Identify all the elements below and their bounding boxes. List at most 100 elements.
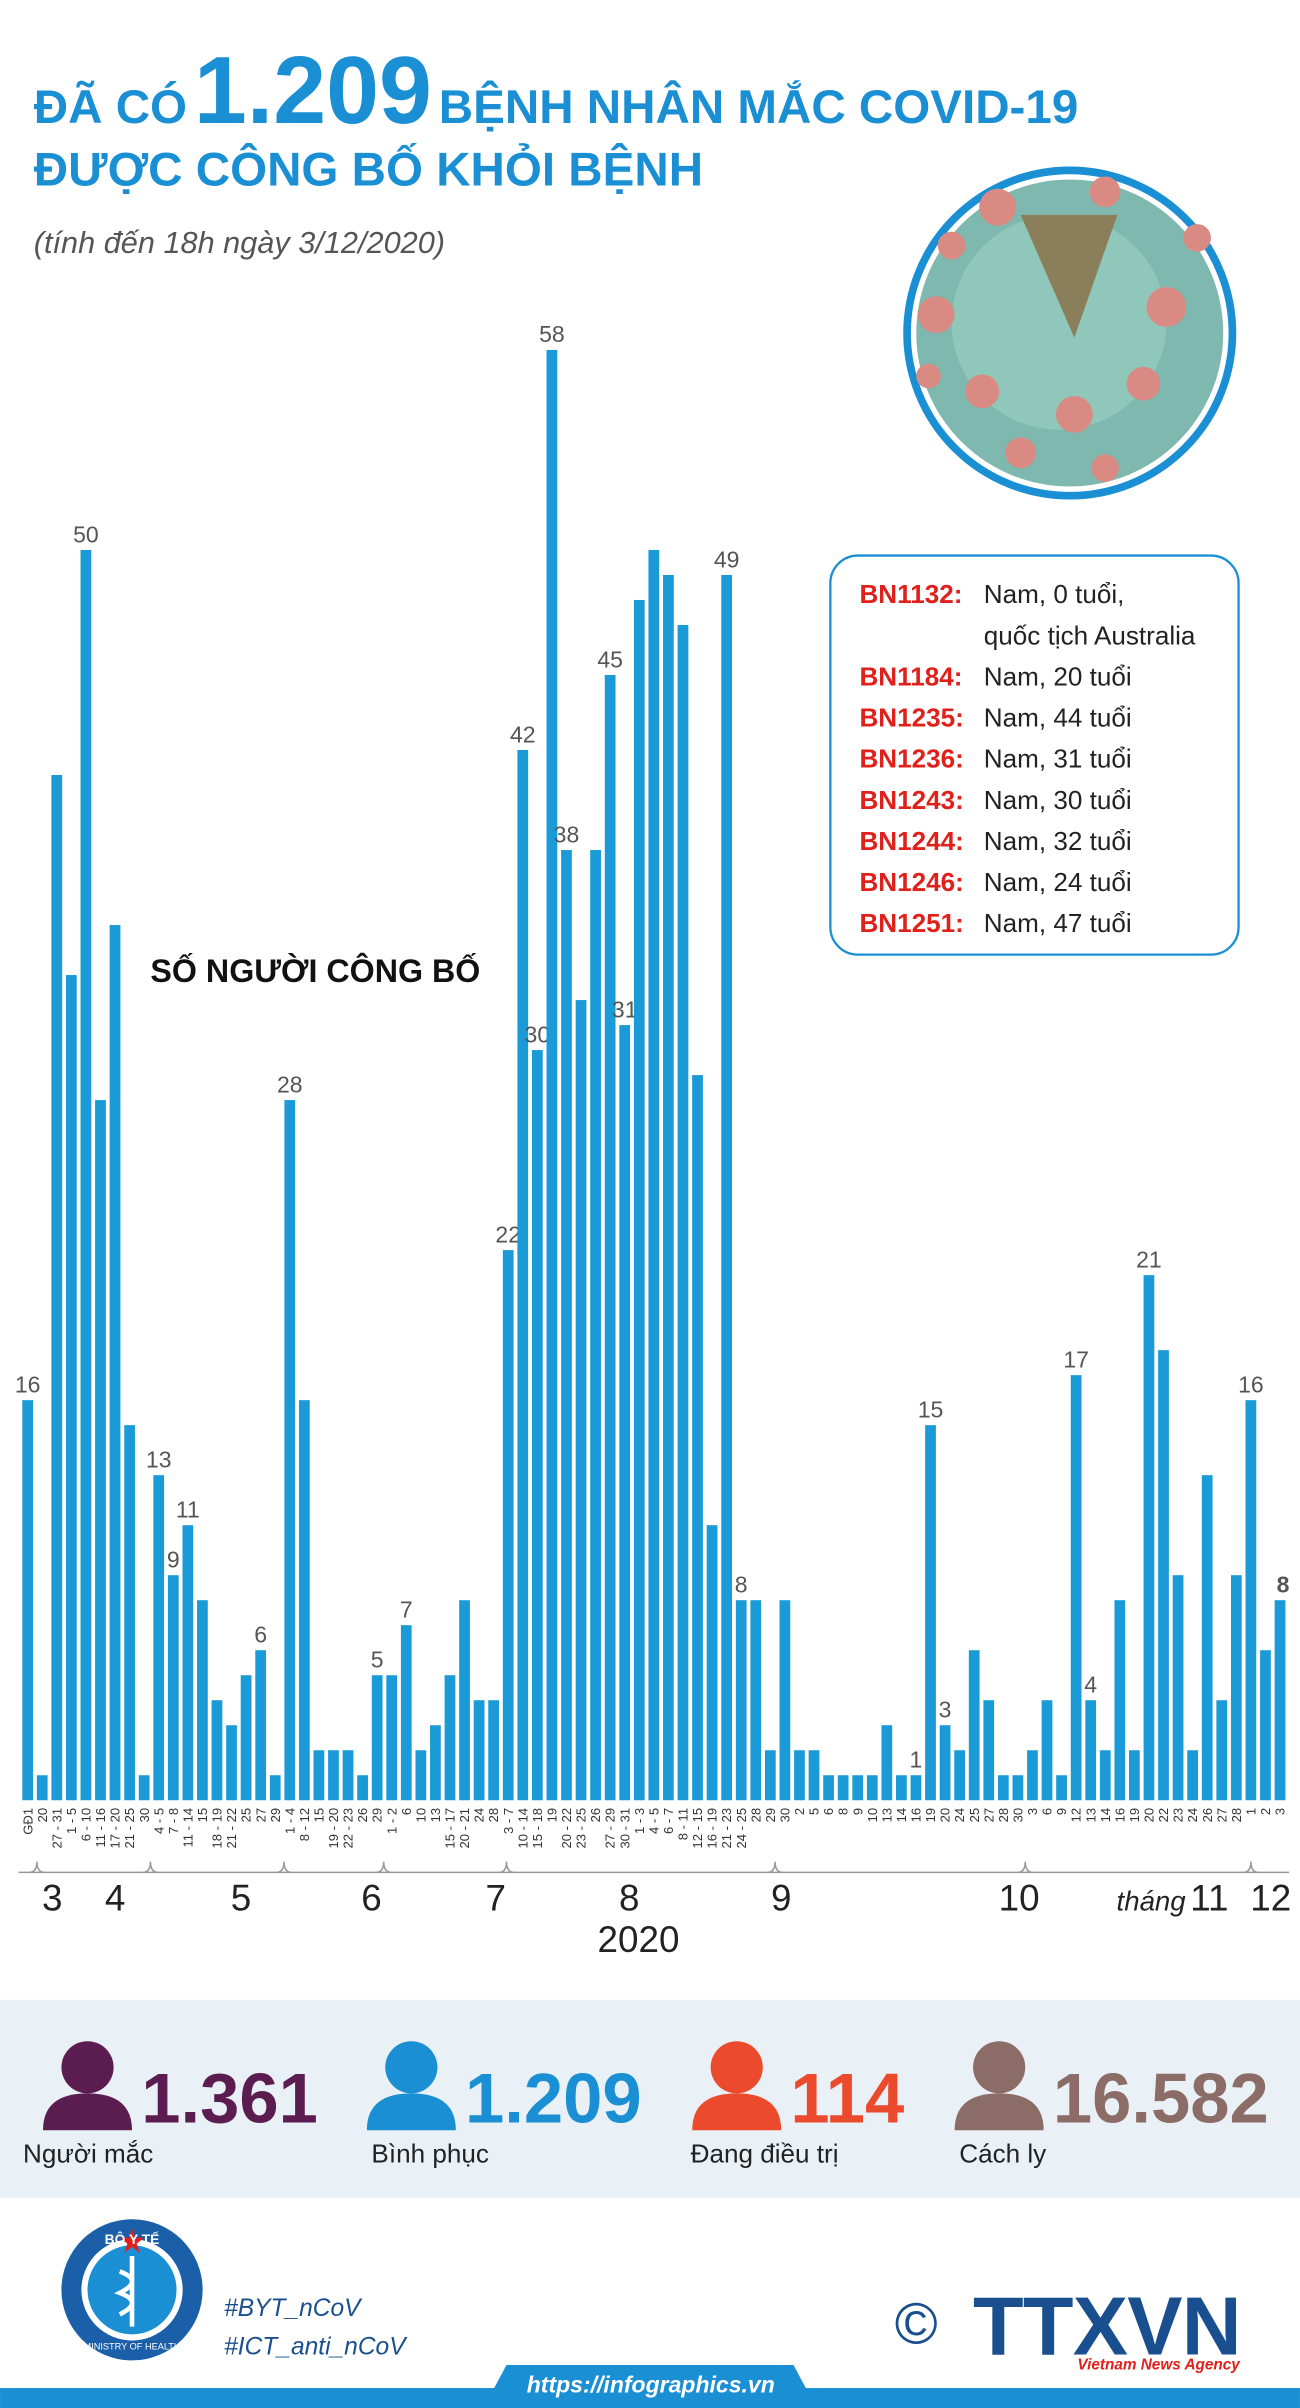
x-tick-label: 19 xyxy=(1127,1808,1142,1823)
x-tick-label: 19 xyxy=(545,1808,560,1823)
title-suffix: BỆNH NHÂN MẮC COVID-19 xyxy=(439,79,1079,134)
bar xyxy=(1085,1700,1097,1801)
x-tick-label: 1 - 4 xyxy=(282,1808,297,1834)
person-icon-body xyxy=(692,2093,782,2131)
title: ĐÃ CÓ 1.209 BỆNH NHÂN MẮC COVID-19 xyxy=(34,38,1079,144)
bar xyxy=(51,775,63,1801)
stat-value: 1.361 xyxy=(141,2059,318,2138)
bar xyxy=(546,349,558,1801)
data-label: 7 xyxy=(400,1597,413,1623)
bar xyxy=(182,1525,194,1801)
x-tick-label: 6 - 7 xyxy=(661,1808,676,1834)
bar xyxy=(430,1725,441,1801)
x-tick-label: 14 xyxy=(1098,1808,1113,1823)
x-tick-label: 16 xyxy=(909,1808,924,1823)
stat-label: Người mắc xyxy=(23,2138,153,2168)
x-tick-label: 20 - 22 xyxy=(559,1808,574,1849)
bar xyxy=(80,549,92,1801)
stat-value: 1.209 xyxy=(465,2059,642,2138)
person-icon-body xyxy=(366,2093,456,2131)
bar xyxy=(269,1775,281,1801)
bar xyxy=(968,1650,980,1801)
url: https://infographics.vn xyxy=(527,2372,775,2398)
bar xyxy=(1201,1475,1213,1801)
person-icon-head xyxy=(385,2041,438,2094)
patient-id: BN1235: xyxy=(859,703,963,733)
chart-title: SỐ NGƯỜI CÔNG BỐ xyxy=(150,953,480,989)
x-tick-label: 19 - 20 xyxy=(326,1808,341,1849)
month-label: 8 xyxy=(619,1878,639,1919)
bar xyxy=(910,1775,922,1801)
bar xyxy=(517,750,529,1801)
month-label: 5 xyxy=(231,1878,251,1919)
x-tick-label: 13 xyxy=(1083,1808,1098,1823)
x-tick-label: 20 xyxy=(1142,1808,1157,1823)
x-tick-label: 1 - 5 xyxy=(64,1808,79,1834)
bar xyxy=(866,1775,878,1801)
stat-label: Cách ly xyxy=(959,2138,1046,2168)
bar xyxy=(997,1775,1009,1801)
x-tick-label: 10 xyxy=(413,1808,428,1823)
patient-info: quốc tịch Australia xyxy=(984,620,1196,650)
bar xyxy=(604,674,616,1801)
bar xyxy=(328,1750,339,1801)
month-label: 4 xyxy=(105,1878,125,1919)
virus-image xyxy=(903,166,1237,500)
data-label: 9 xyxy=(167,1547,180,1573)
bar xyxy=(138,1775,150,1801)
hashtag: #BYT_nCoV xyxy=(224,2295,363,2322)
x-tick-label: 3 xyxy=(1025,1808,1040,1815)
x-tick-label: 12 - 15 xyxy=(690,1808,705,1849)
x-tick-label: 21 - 22 xyxy=(224,1808,239,1849)
patient-id: BN1251: xyxy=(859,908,963,938)
x-tick-label: 27 - 29 xyxy=(603,1808,618,1849)
patient-info: Nam, 47 tuổi xyxy=(984,908,1132,938)
patient-info: Nam, 30 tuổi xyxy=(984,785,1132,815)
bar xyxy=(692,1075,703,1801)
bar xyxy=(211,1700,223,1801)
patient-info: Nam, 24 tuổi xyxy=(984,867,1132,897)
data-label: 15 xyxy=(918,1396,944,1422)
stat-label: Đang điều trị xyxy=(691,2138,839,2168)
x-tick-label: 27 xyxy=(1214,1808,1229,1823)
bar xyxy=(1056,1775,1067,1801)
data-label: 21 xyxy=(1136,1246,1162,1272)
x-tick-label: 11 - 16 xyxy=(93,1808,108,1848)
data-label: 8 xyxy=(735,1572,748,1598)
x-tick-label: 28 xyxy=(486,1808,501,1823)
data-label: 16 xyxy=(15,1371,41,1397)
bar xyxy=(386,1675,398,1801)
x-tick-label: 26 xyxy=(588,1808,603,1823)
month-label: 6 xyxy=(361,1878,381,1919)
bar xyxy=(677,624,689,1801)
patient-info: Nam, 44 tuổi xyxy=(984,703,1132,733)
x-tick-label: 16 - 19 xyxy=(705,1808,720,1849)
bar xyxy=(648,549,660,1801)
bar xyxy=(1230,1575,1242,1801)
bar xyxy=(925,1425,936,1801)
title-highlight: 1.209 xyxy=(194,38,432,144)
ministry-name: BỘ Y TẾ xyxy=(105,2230,160,2247)
month-label: 3 xyxy=(42,1878,62,1919)
x-tick-label: 23 xyxy=(1171,1808,1186,1823)
bar xyxy=(502,1250,514,1801)
x-tick-label: 14 xyxy=(894,1808,909,1823)
x-tick-label: 25 xyxy=(239,1808,254,1823)
data-label: 8 xyxy=(1277,1572,1290,1598)
bar xyxy=(226,1725,237,1801)
ministry-logo xyxy=(61,2219,203,2361)
patient-info: Nam, 20 tuổi xyxy=(984,661,1132,691)
x-tick-label: 30 xyxy=(1010,1808,1025,1823)
bar xyxy=(1274,1600,1286,1801)
x-tick-label: 1 xyxy=(1243,1808,1258,1815)
x-tick-label: 7 - 8 xyxy=(166,1808,181,1834)
bar xyxy=(400,1625,412,1801)
bar xyxy=(823,1775,834,1801)
subtitle: (tính đến 18h ngày 3/12/2020) xyxy=(34,225,445,260)
bar xyxy=(284,1100,296,1801)
patient-id: BN1184: xyxy=(859,661,962,691)
patient-id: BN1236: xyxy=(859,744,963,774)
x-tick-label: 27 xyxy=(981,1808,996,1823)
person-icon-body xyxy=(954,2093,1044,2131)
